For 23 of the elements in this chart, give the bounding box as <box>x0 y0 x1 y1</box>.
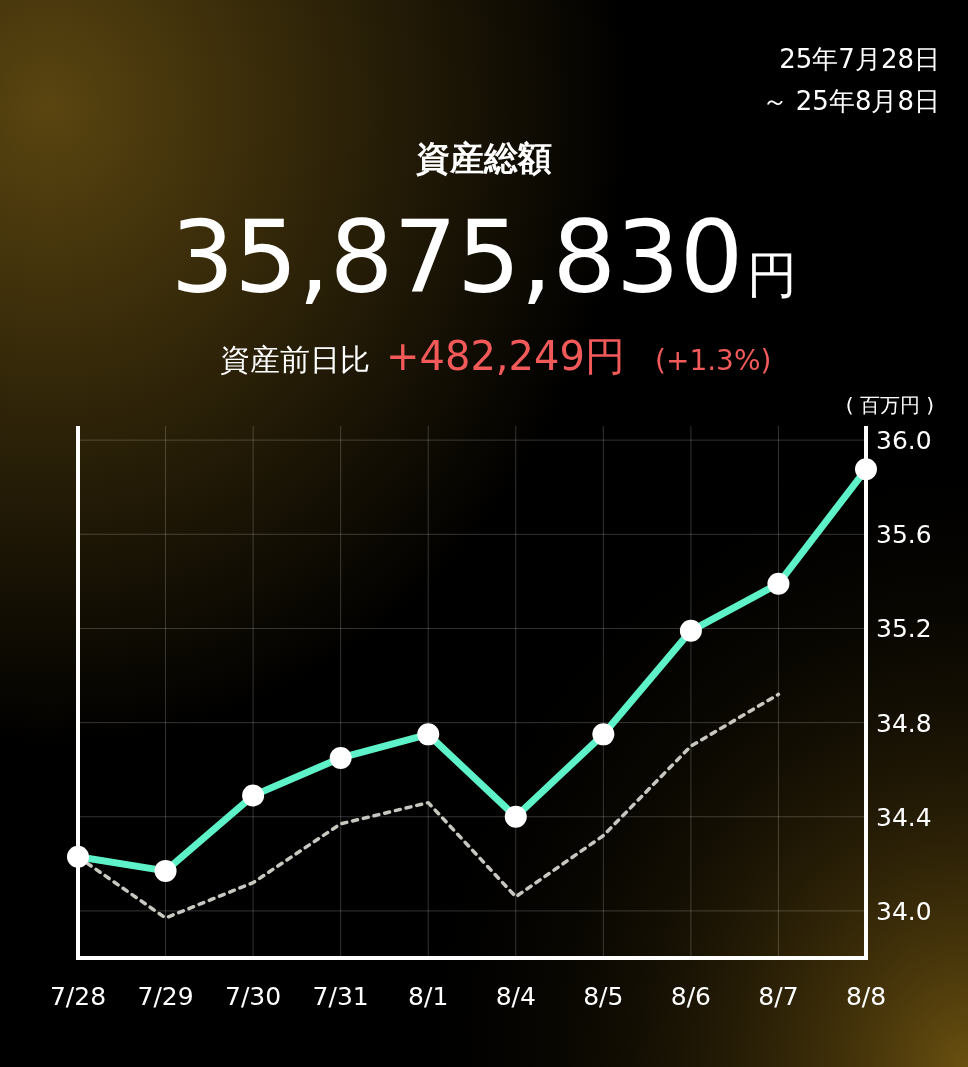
y-tick-label: 34.8 <box>876 708 932 738</box>
y-tick-label: 36.0 <box>876 426 932 456</box>
text: +482,249円 <box>386 333 625 379</box>
text: (+1.3%) <box>655 344 772 377</box>
x-tick-label: 8/8 <box>845 982 887 1011</box>
x-tick-label: 7/30 <box>225 982 282 1011</box>
x-tick-label: 8/1 <box>408 982 449 1011</box>
x-tick-label: 8/7 <box>758 982 799 1011</box>
chart-title: 資産総額 <box>415 138 552 178</box>
y-axis-title: ( 百万円 ) <box>845 393 935 417</box>
x-tick-label: 7/31 <box>312 982 369 1011</box>
x-tick-label: 7/29 <box>137 982 194 1011</box>
x-tick-label: 8/6 <box>670 982 712 1011</box>
x-tick-label: 8/4 <box>495 982 536 1011</box>
y-tick-label: 34.4 <box>876 802 932 832</box>
x-tick-label: 8/5 <box>583 982 624 1011</box>
x-tick-label: 7/28 <box>49 982 107 1011</box>
y-tick-label: 35.6 <box>876 520 932 550</box>
text: 25年7月28日 <box>779 44 940 74</box>
text: 資産前日比 <box>220 342 370 377</box>
y-tick-label: 34.0 <box>876 896 932 926</box>
text: ～ 25年8月8日 <box>761 86 940 116</box>
y-tick-label: 35.2 <box>876 614 932 644</box>
